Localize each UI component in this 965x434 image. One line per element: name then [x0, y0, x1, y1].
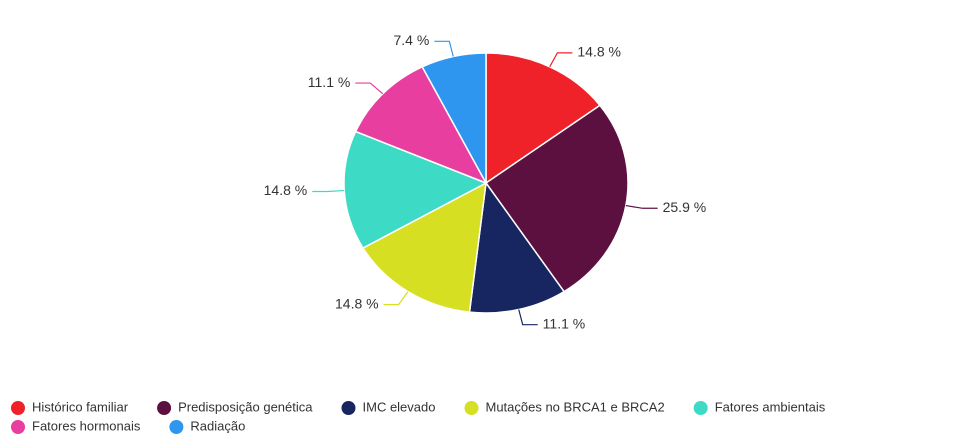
legend-label: Predisposição genética — [178, 399, 313, 414]
value-label: 14.8 % — [335, 295, 379, 311]
legend-label: Mutações no BRCA1 e BRCA2 — [485, 399, 664, 414]
legend-label: Histórico familiar — [32, 399, 129, 414]
legend-marker — [693, 401, 708, 415]
leader-line — [434, 40, 454, 57]
value-label: 11.1 % — [543, 315, 586, 331]
legend-marker — [464, 401, 479, 415]
pie-slice — [484, 104, 629, 293]
legend-marker — [169, 420, 184, 434]
pie-slice — [354, 65, 488, 185]
pie-slice — [485, 52, 601, 185]
legend-marker — [341, 401, 356, 415]
value-label: 14.8 % — [577, 44, 621, 60]
leader-line — [355, 82, 384, 95]
legend-label: Radiação — [190, 418, 245, 433]
value-label: 11.1 % — [308, 74, 351, 90]
leader-line — [549, 52, 573, 68]
legend-marker — [11, 420, 25, 434]
pie-slice — [421, 52, 487, 184]
value-label: 25.9 % — [663, 199, 707, 215]
leader-line — [312, 189, 345, 193]
legend-label: Fatores ambientais — [715, 399, 826, 414]
leader-line — [625, 204, 658, 209]
legend-label: Fatores hormonais — [32, 418, 141, 433]
leader-line — [518, 309, 538, 326]
legend-marker — [157, 401, 172, 415]
value-label: 14.8 % — [264, 182, 308, 198]
legend-label: IMC elevado — [363, 399, 436, 414]
pie-slice — [468, 181, 566, 314]
leader-line — [383, 291, 409, 306]
legend-marker — [11, 401, 25, 415]
value-label: 7.4 % — [394, 32, 430, 48]
